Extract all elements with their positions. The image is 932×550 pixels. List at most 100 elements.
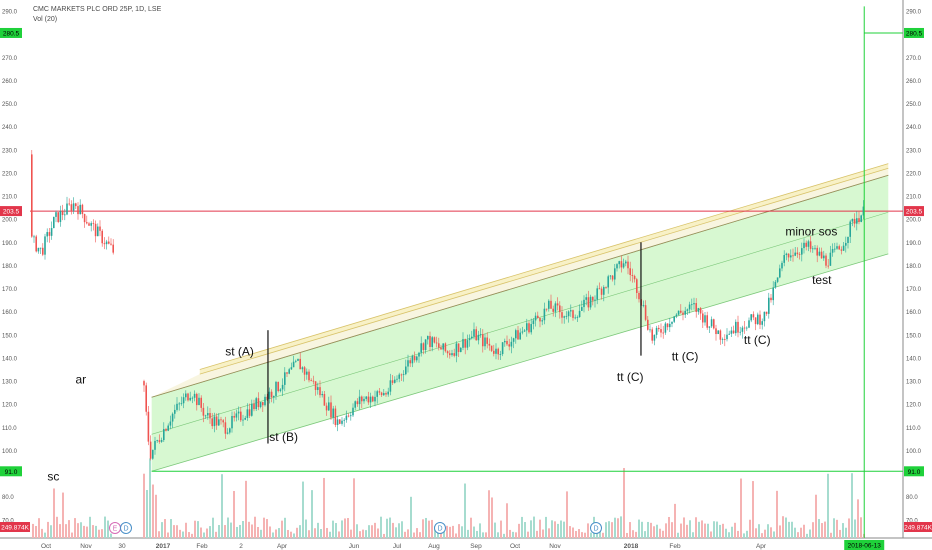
candle-body <box>605 287 607 288</box>
candle-body <box>724 339 726 340</box>
candle-body <box>347 415 350 417</box>
volume-bar <box>284 517 286 538</box>
volume-bar <box>746 530 748 538</box>
volume-bar <box>452 525 454 538</box>
candle-body <box>143 381 145 386</box>
volume-bar <box>833 518 835 538</box>
candle-body <box>341 420 343 424</box>
volume-bar <box>425 517 427 538</box>
candle-body <box>649 329 651 331</box>
candle-body <box>600 288 603 295</box>
candle-body <box>829 252 832 266</box>
candle-body <box>449 353 451 356</box>
candle-body <box>90 223 92 226</box>
candle-body <box>68 203 70 205</box>
volume-bar <box>698 521 700 538</box>
volume-bar <box>653 526 655 538</box>
y-axis-left: 70.080.090.0100.0110.0120.0130.0140.0150… <box>2 10 18 525</box>
volume-bar <box>233 490 235 538</box>
volume-bar <box>488 490 490 538</box>
candle-body <box>44 236 46 255</box>
volume-bar <box>728 532 730 538</box>
y-tick-label-right: 250.0 <box>906 102 922 108</box>
volume-bar <box>146 490 148 538</box>
candle-body <box>761 321 763 325</box>
candle-body <box>770 297 772 301</box>
volume-bar <box>347 518 349 538</box>
volume-bar <box>803 524 805 538</box>
candle-body <box>332 408 334 418</box>
volume-bar <box>98 529 100 538</box>
candle-body <box>486 337 488 344</box>
candle-body <box>202 407 205 416</box>
volume-bar <box>845 527 847 538</box>
price-tag-text: 249.874K <box>904 525 932 532</box>
candle-body <box>204 415 207 417</box>
candle-body <box>220 419 222 421</box>
volume-bar <box>500 520 502 538</box>
volume-bar <box>170 519 172 538</box>
volume-bar <box>407 529 409 538</box>
candle-body <box>523 330 526 332</box>
candle-body <box>279 389 282 392</box>
volume-bar <box>359 531 361 538</box>
candle-body <box>262 402 264 406</box>
candle-body <box>578 310 581 318</box>
candle-body <box>286 372 288 374</box>
date-tag-text: 2018-06-13 <box>848 543 882 550</box>
volume-bar <box>86 526 88 538</box>
volume-bar <box>497 532 499 538</box>
candle-body <box>752 314 755 318</box>
candle-body <box>108 241 110 244</box>
candle-body <box>574 317 576 319</box>
y-tick-label-left: 80.0 <box>2 495 14 501</box>
volume-bar <box>692 532 694 538</box>
candle-body <box>290 367 293 370</box>
volume-bar <box>818 519 820 538</box>
candle-body <box>35 236 37 252</box>
candle-body <box>732 330 735 334</box>
volume-bar <box>467 529 469 538</box>
candle-body <box>422 343 425 351</box>
candle-body <box>783 255 785 263</box>
y-tick-label-left: 240.0 <box>2 125 18 131</box>
candle-body <box>438 343 440 348</box>
annotation-label: st (A) <box>225 345 254 359</box>
volume-bar <box>275 529 277 538</box>
volume-bar <box>827 473 829 538</box>
volume-bar <box>338 531 340 538</box>
x-tick-label: Aug <box>428 543 440 550</box>
volume-bar <box>212 517 214 538</box>
candle-body <box>365 396 367 399</box>
volume-bar <box>362 529 364 538</box>
candle-body <box>352 407 354 416</box>
price-tag-text: 91.0 <box>908 469 921 476</box>
volume-bar <box>482 532 484 538</box>
channel-upper-edge <box>151 174 889 398</box>
x-axis: Oct Nov 30 2017 Feb 2 Apr Jun Jul Aug Sep Oct Nov 201… <box>41 543 868 550</box>
candle-body <box>572 310 574 318</box>
candle-body <box>772 287 774 301</box>
volume-bar <box>524 522 526 538</box>
upper-band-fill <box>199 163 889 375</box>
candle-body <box>198 397 200 406</box>
candle-body <box>860 215 862 222</box>
volume-bar <box>200 527 202 538</box>
price-candles <box>31 149 865 461</box>
y-tick-label-right: 270.0 <box>906 56 922 62</box>
volume-series <box>32 458 865 538</box>
volume-bar <box>614 517 616 538</box>
candle-body <box>697 308 700 312</box>
candle-body <box>152 449 154 459</box>
x-tick-label: Sep <box>470 543 482 550</box>
candle-body <box>169 421 172 426</box>
volume-bar <box>293 533 295 538</box>
candle-body <box>548 300 550 309</box>
candle-body <box>42 247 44 255</box>
volume-bar <box>683 517 685 538</box>
event-marker-label: D <box>437 526 442 533</box>
candle-body <box>88 223 90 226</box>
candle-body <box>647 319 649 330</box>
